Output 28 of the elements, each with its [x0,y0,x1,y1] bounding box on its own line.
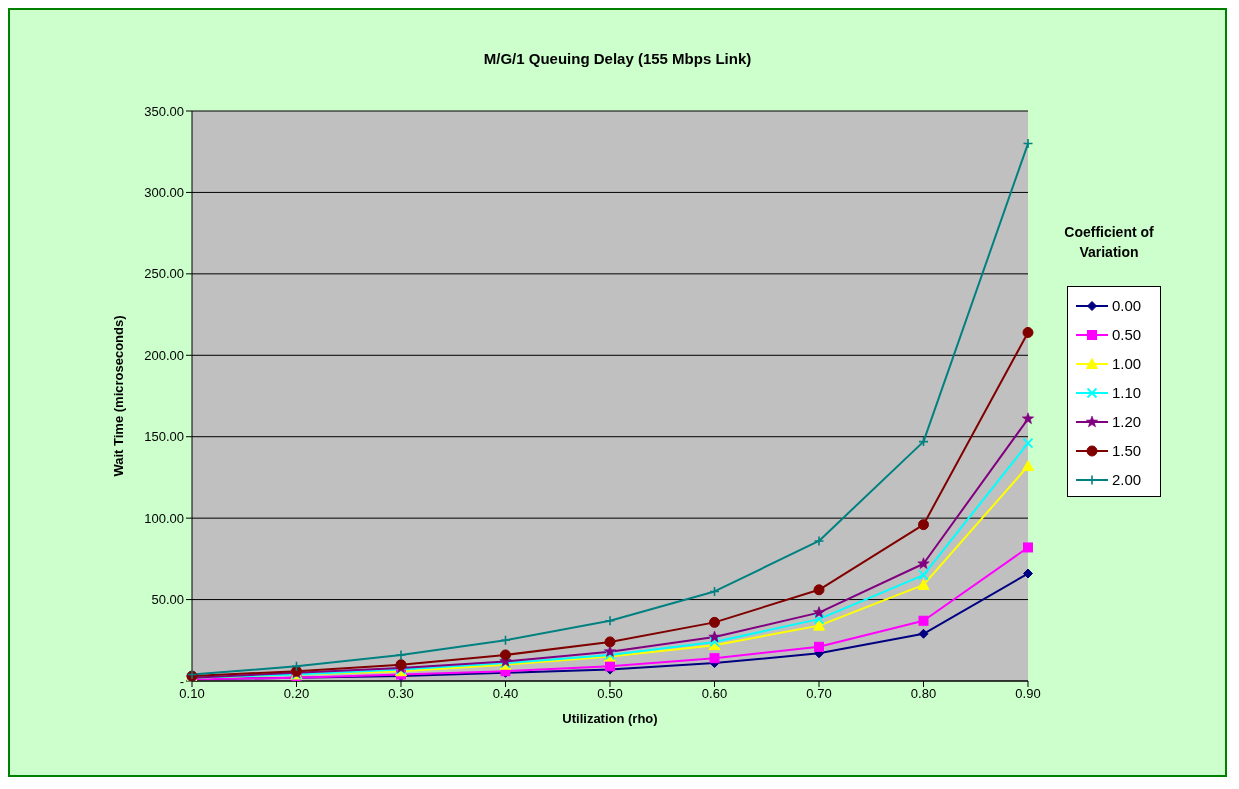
y-tick-label: 300.00 [144,185,184,201]
y-tick-label: 350.00 [144,103,184,119]
x-tick-label: 0.90 [1015,686,1041,702]
y-tick-label: 250.00 [144,266,184,282]
x-tick-label: 0.10 [179,686,205,702]
x-tick-label: 0.30 [388,686,414,702]
y-tick-label: 50.00 [151,592,184,608]
legend-label: 2.00 [1112,471,1142,488]
y-tick-label: 150.00 [144,429,184,445]
y-tick-label: 100.00 [144,510,184,526]
x-tick-label: 0.60 [701,686,728,702]
legend-title: Coefficient of Variation [1063,223,1155,262]
legend-label: 1.50 [1112,442,1142,459]
x-tick-label: 0.80 [910,686,937,702]
chart-title: M/G/1 Queuing Delay (155 Mbps Link) [482,50,753,67]
legend-label: 0.50 [1112,326,1142,343]
legend-label: 1.10 [1112,384,1142,401]
x-tick-label: 0.20 [283,686,310,702]
x-tick-label: 0.70 [806,686,832,702]
legend-label: 1.20 [1112,413,1142,430]
legend-label: 1.00 [1112,355,1142,372]
x-tick-label: 0.40 [492,686,519,702]
x-axis-title: Utilization (rho) [562,711,658,726]
y-tick-label: - [179,673,184,689]
y-tick-label: 200.00 [144,347,184,363]
y-axis-title: Wait Time (microseconds) [110,315,126,477]
legend-label: 0.00 [1112,297,1142,314]
x-tick-label: 0.50 [597,686,623,702]
